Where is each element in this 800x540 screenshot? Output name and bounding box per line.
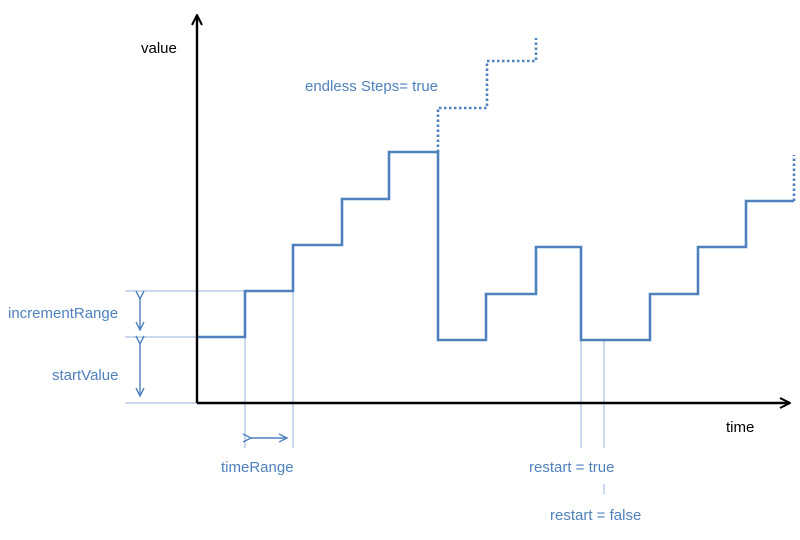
axes — [197, 16, 789, 403]
restart-false-label: restart = false — [550, 507, 641, 524]
endless-steps-label: endless Steps= true — [305, 78, 438, 95]
x-axis-label: time — [726, 419, 754, 436]
restart-true-label: restart = true — [529, 459, 614, 476]
dimension-arrows — [140, 299, 287, 438]
y-axis-label: value — [141, 40, 177, 57]
increment-range-label: incrementRange — [8, 305, 118, 322]
start-value-label: startValue — [52, 367, 118, 384]
step-line-endless-dotted — [436, 38, 538, 152]
time-range-label: timeRange — [221, 459, 294, 476]
step-line-main — [197, 150, 794, 342]
